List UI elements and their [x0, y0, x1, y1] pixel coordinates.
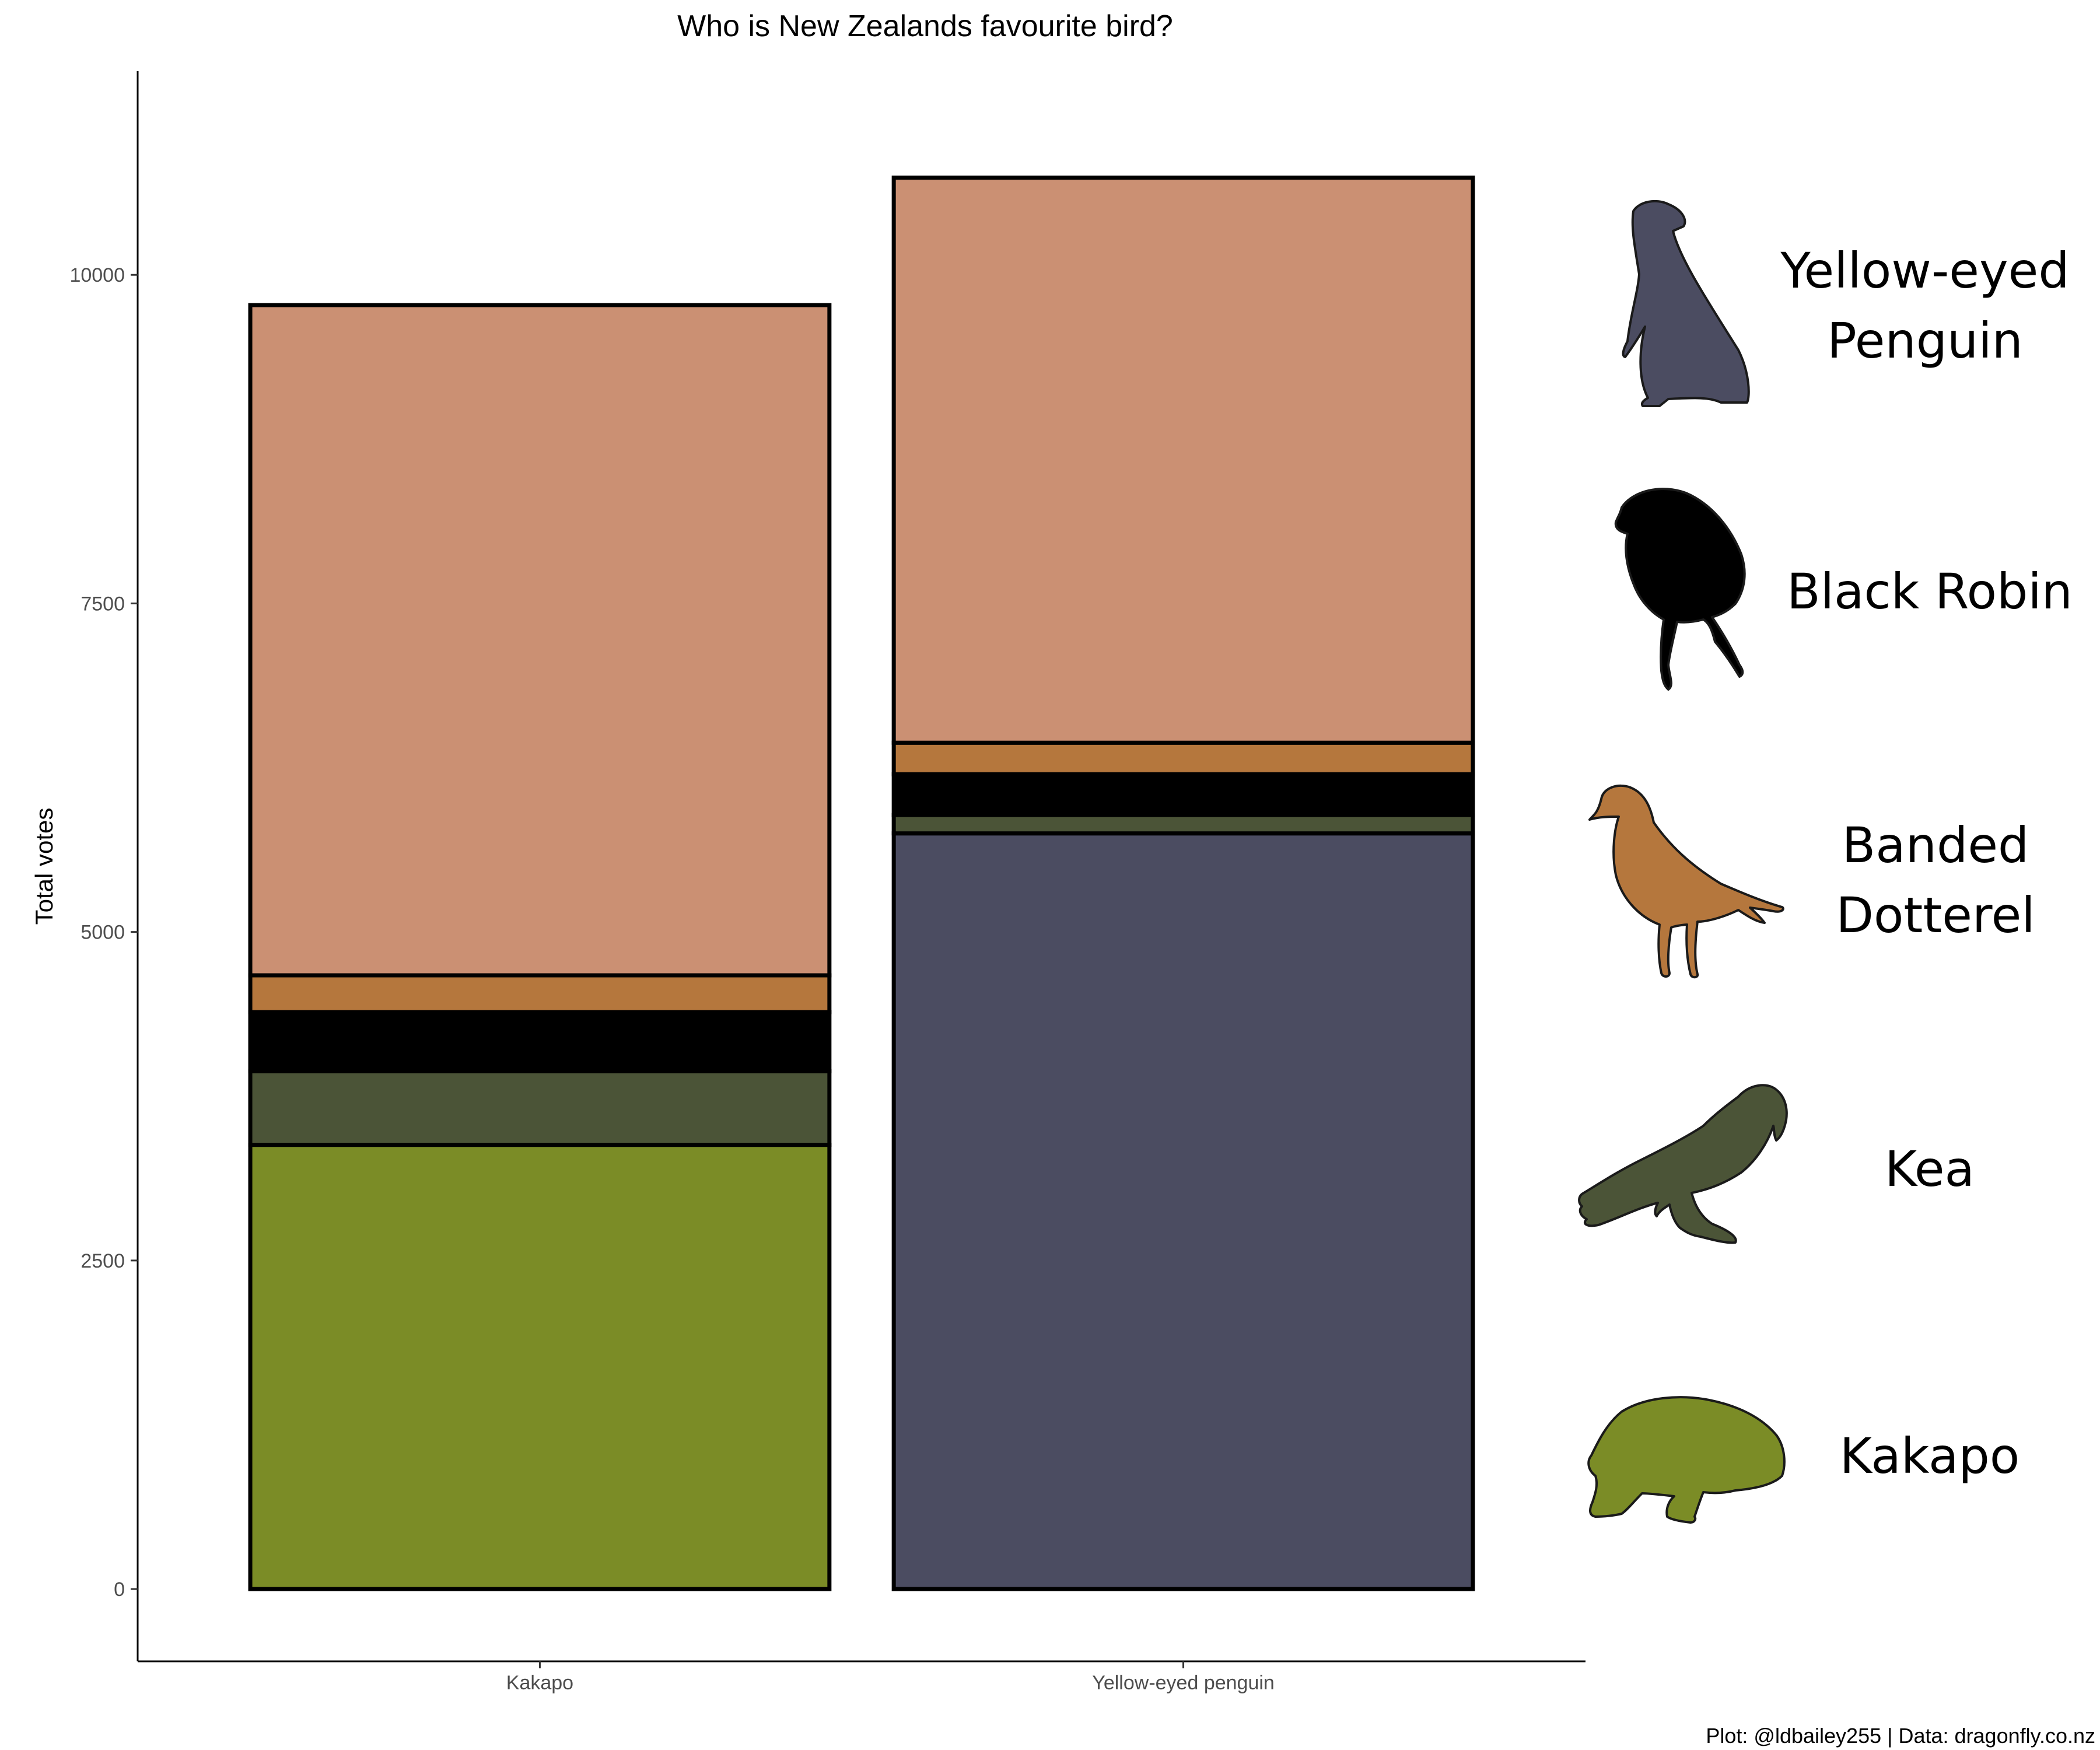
robin-silhouette-icon	[1614, 488, 1746, 691]
legend: Yellow-eyed Penguin Black Robin Banded Dotte…	[1578, 200, 2073, 1524]
dotterel-silhouette-icon	[1588, 784, 1784, 979]
legend-item-kakapo: Kakapo	[1587, 1396, 2020, 1524]
bars	[248, 175, 1475, 1591]
chart-title: Who is New Zealands favourite bird?	[677, 9, 1173, 43]
legend-label: Kakapo	[1840, 1427, 2020, 1485]
caption: Plot: @ldbailey255 | Data: dragonfly.co.…	[1706, 1724, 2095, 1748]
bar-segment-penguin-1	[891, 831, 1475, 1591]
legend-item-penguin: Yellow-eyed Penguin	[1622, 200, 2070, 407]
bar-segment-kea-0	[248, 1069, 832, 1147]
legend-item-kea: Kea	[1578, 1084, 1975, 1244]
y-axis-title: Total votes	[30, 808, 58, 925]
legend-label: Dotterel	[1836, 887, 2035, 944]
legend-item-robin: Black Robin	[1614, 488, 2073, 691]
x-tick-label: Yellow-eyed penguin	[1092, 1672, 1275, 1694]
bar-segment-robin-0	[248, 1010, 832, 1073]
y-tick-label: 5000	[80, 922, 125, 944]
kea-silhouette-icon	[1578, 1084, 1788, 1244]
bar-segment-kakapo-0	[248, 1143, 832, 1591]
legend-label: Yellow-eyed	[1780, 242, 2069, 299]
x-ticks: Kakapo Yellow-eyed penguin	[506, 1661, 1275, 1694]
legend-label: Penguin	[1827, 312, 2023, 369]
legend-label: Banded	[1842, 817, 2029, 874]
legend-label: Black Robin	[1787, 563, 2073, 620]
bar-segment-dotterel-1	[891, 740, 1475, 776]
penguin-silhouette-icon	[1622, 200, 1750, 407]
y-ticks: 0 2500 5000 7500 10000	[69, 264, 138, 1601]
y-tick-label: 2500	[80, 1250, 125, 1272]
kakapo-silhouette-icon	[1587, 1396, 1786, 1524]
legend-item-dotterel: Banded Dotterel	[1588, 784, 2035, 979]
bar-segment-other-1	[891, 175, 1475, 745]
bar-segment-robin-1	[891, 772, 1475, 817]
x-tick-label: Kakapo	[506, 1672, 573, 1694]
y-tick-label: 10000	[69, 264, 125, 286]
bar-segment-other-0	[248, 303, 832, 978]
y-tick-label: 7500	[80, 593, 125, 615]
axes	[136, 71, 1586, 1662]
bar-segment-dotterel-0	[248, 973, 832, 1014]
legend-label: Kea	[1885, 1140, 1975, 1198]
bar-segment-kea-1	[891, 813, 1475, 836]
y-tick-label: 0	[114, 1578, 125, 1601]
